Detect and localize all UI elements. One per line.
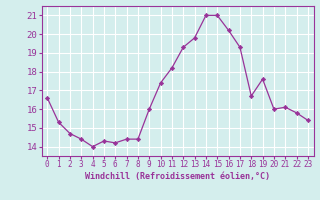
X-axis label: Windchill (Refroidissement éolien,°C): Windchill (Refroidissement éolien,°C)	[85, 172, 270, 181]
